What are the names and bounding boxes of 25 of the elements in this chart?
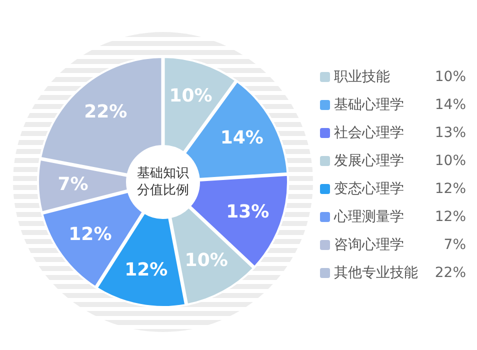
data-label: 7% [58,174,88,195]
text: 7% [444,236,466,253]
data-label: 12% [124,259,168,280]
text: 10% [434,152,466,169]
text: 12% [434,208,466,225]
data-label: 14% [220,128,264,149]
legend-label: 职业技能 [334,68,390,85]
legend-label: 咨询心理学 [334,236,404,253]
data-label: 22% [84,102,128,123]
legend-label: 心理测量学 [333,208,404,225]
legend-label: 基础心理学 [334,96,404,113]
text: 12% [434,180,466,197]
text: 13% [434,124,466,141]
text: 10% [434,68,466,85]
text: 22% [434,264,466,281]
text: 14% [434,96,466,113]
data-label: 10% [184,250,228,271]
legend-label: 其他专业技能 [334,264,418,281]
data-label: 10% [169,85,212,106]
text: 基础知识分值比例 [137,166,189,198]
legend-label: 变态心理学 [334,180,404,197]
data-label: 12% [68,224,112,245]
legend-label: 发展心理学 [334,152,404,169]
legend-label: 社会心理学 [334,124,404,141]
data-label: 13% [226,201,270,222]
